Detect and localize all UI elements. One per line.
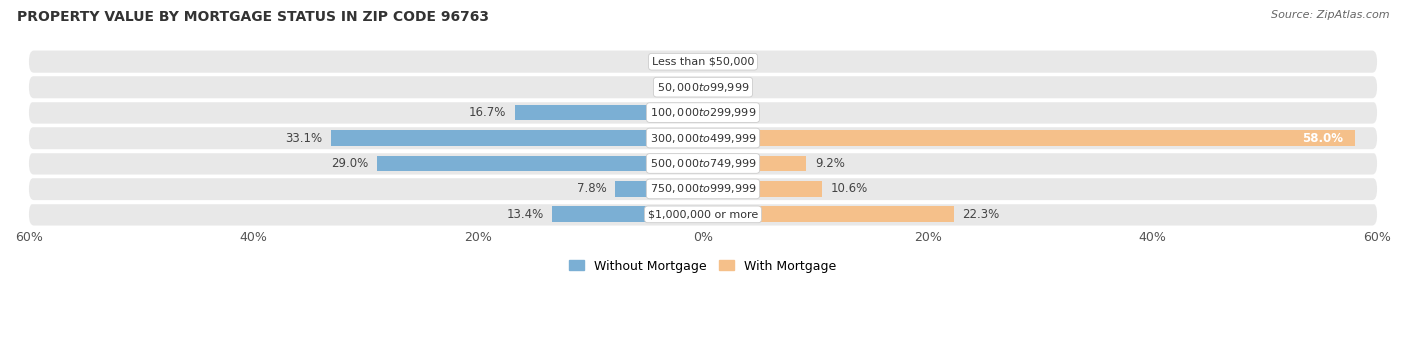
Text: 0.0%: 0.0%: [657, 81, 686, 94]
Text: $750,000 to $999,999: $750,000 to $999,999: [650, 183, 756, 196]
FancyBboxPatch shape: [30, 152, 1376, 175]
Text: $100,000 to $299,999: $100,000 to $299,999: [650, 106, 756, 119]
FancyBboxPatch shape: [30, 51, 1376, 73]
Bar: [553, 206, 703, 222]
Bar: [616, 181, 703, 197]
FancyBboxPatch shape: [30, 101, 1376, 124]
Text: 0.0%: 0.0%: [657, 55, 686, 68]
Text: 0.0%: 0.0%: [720, 81, 749, 94]
Text: 0.0%: 0.0%: [720, 55, 749, 68]
Text: 13.4%: 13.4%: [506, 208, 544, 221]
Text: PROPERTY VALUE BY MORTGAGE STATUS IN ZIP CODE 96763: PROPERTY VALUE BY MORTGAGE STATUS IN ZIP…: [17, 10, 489, 24]
FancyBboxPatch shape: [30, 127, 1376, 149]
Bar: [703, 181, 823, 197]
Text: Source: ZipAtlas.com: Source: ZipAtlas.com: [1271, 10, 1389, 20]
Text: 33.1%: 33.1%: [285, 132, 322, 144]
Bar: [332, 130, 703, 146]
Text: $300,000 to $499,999: $300,000 to $499,999: [650, 132, 756, 144]
Bar: [703, 130, 1354, 146]
Text: Less than $50,000: Less than $50,000: [652, 57, 754, 67]
Text: 0.0%: 0.0%: [720, 106, 749, 119]
Text: 9.2%: 9.2%: [815, 157, 845, 170]
Text: $1,000,000 or more: $1,000,000 or more: [648, 209, 758, 219]
Text: 29.0%: 29.0%: [330, 157, 368, 170]
FancyBboxPatch shape: [30, 203, 1376, 225]
Bar: [516, 105, 703, 120]
FancyBboxPatch shape: [30, 76, 1376, 98]
Bar: [703, 156, 807, 171]
Text: $50,000 to $99,999: $50,000 to $99,999: [657, 81, 749, 94]
Text: 16.7%: 16.7%: [470, 106, 506, 119]
FancyBboxPatch shape: [30, 178, 1376, 200]
Text: 22.3%: 22.3%: [963, 208, 1000, 221]
Text: 10.6%: 10.6%: [831, 183, 869, 196]
Bar: [703, 206, 953, 222]
Text: 7.8%: 7.8%: [576, 183, 606, 196]
Text: 58.0%: 58.0%: [1302, 132, 1343, 144]
Bar: [377, 156, 703, 171]
Text: $500,000 to $749,999: $500,000 to $749,999: [650, 157, 756, 170]
Legend: Without Mortgage, With Mortgage: Without Mortgage, With Mortgage: [564, 255, 842, 278]
